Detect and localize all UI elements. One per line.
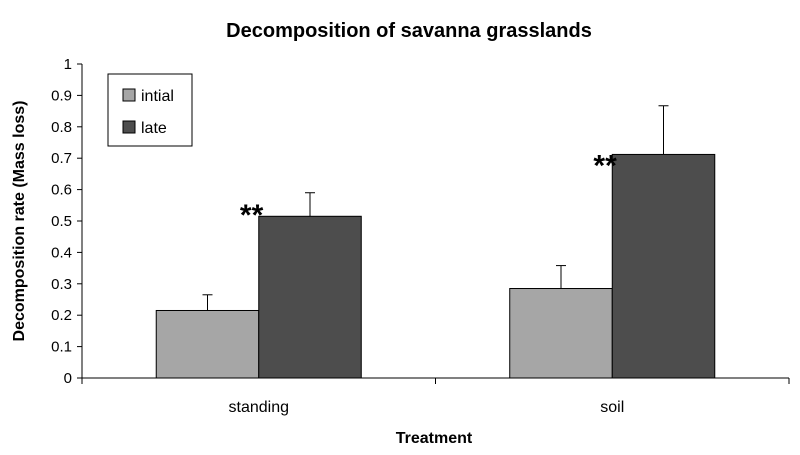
y-tick-label: 0.7 xyxy=(51,150,72,167)
significance-annotation: ** xyxy=(593,150,617,183)
significance-annotation: ** xyxy=(240,199,264,232)
legend-box xyxy=(107,73,193,147)
legend-swatch-late xyxy=(122,120,136,134)
x-tick-label: soil xyxy=(600,399,624,416)
legend-label: intial xyxy=(141,88,174,105)
y-tick-label: 0 xyxy=(64,370,72,387)
y-tick-label: 0.6 xyxy=(51,182,72,199)
legend-label: late xyxy=(141,120,167,137)
plot-area: 0 0.1 0.2 0.3 0.4 0.5 0.6 0.7 0.8 0.9 1 standing ** s… xyxy=(51,56,790,416)
x-tick-label: standing xyxy=(229,399,290,416)
bar-late-soil xyxy=(611,153,716,379)
legend-swatch-intial xyxy=(122,88,136,102)
bar-late-standing xyxy=(258,215,362,379)
y-tick-label: 0.5 xyxy=(51,213,72,230)
x-axis-label: Treatment xyxy=(396,430,473,447)
y-axis-label: Decomposition rate (Mass loss) xyxy=(11,101,28,342)
y-tick-label: 0.8 xyxy=(51,119,72,136)
y-tick-label: 0.9 xyxy=(51,87,72,104)
y-tick-label: 0.2 xyxy=(51,307,72,324)
bar-intial-standing xyxy=(155,309,260,379)
y-tick-label: 0.1 xyxy=(51,339,72,356)
bar-intial-soil xyxy=(509,288,613,379)
y-tick-label: 1 xyxy=(64,56,72,73)
chart-title: Decomposition of savanna grasslands xyxy=(226,20,592,42)
y-tick-label: 0.4 xyxy=(51,244,72,261)
y-tick-label: 0.3 xyxy=(51,276,72,293)
